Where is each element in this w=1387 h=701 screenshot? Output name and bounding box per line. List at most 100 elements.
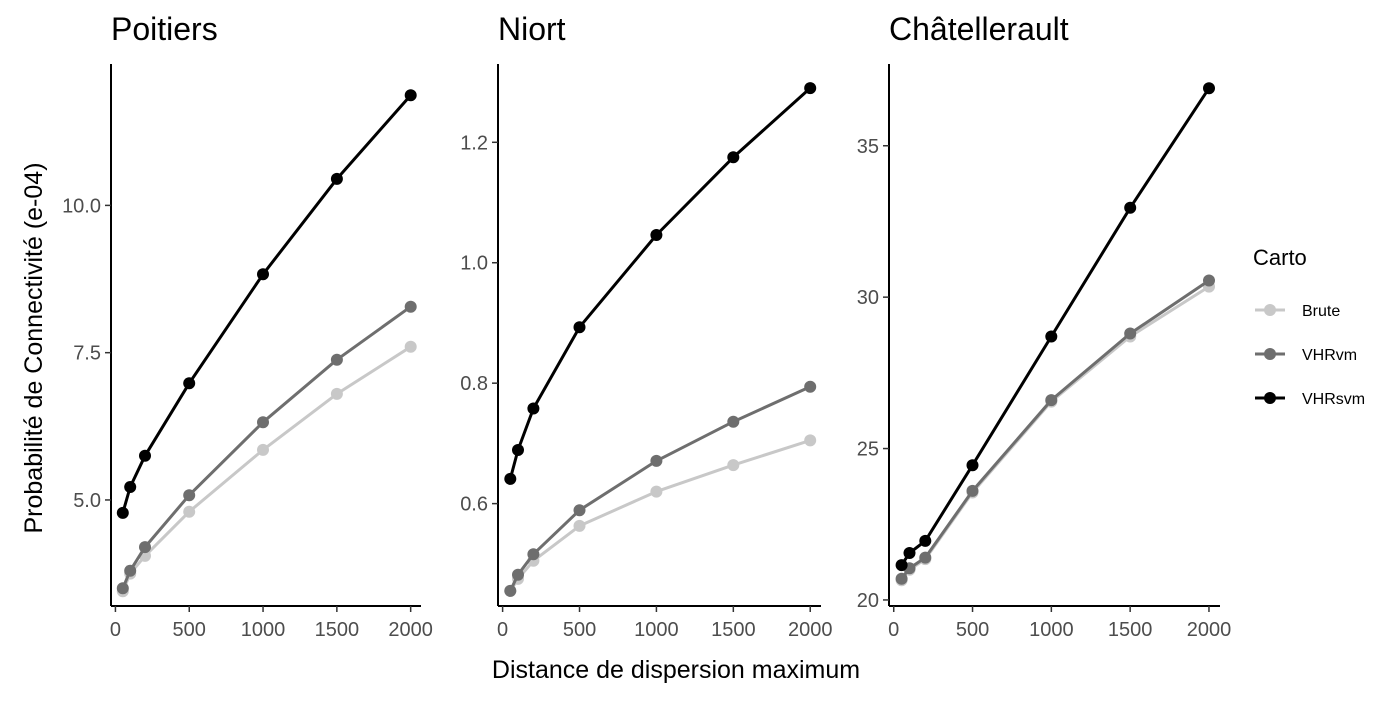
data-point bbox=[330, 172, 343, 185]
legend-item-brute: Brute bbox=[1255, 303, 1340, 320]
y-tick-label: 10.0 bbox=[62, 195, 101, 217]
data-point bbox=[183, 489, 196, 502]
data-point bbox=[257, 416, 269, 429]
x-tick-label: 0 bbox=[888, 619, 899, 641]
data-point bbox=[116, 506, 129, 519]
data-point bbox=[139, 449, 151, 462]
data-point bbox=[124, 481, 137, 493]
y-tick-label: 20 bbox=[857, 590, 879, 612]
data-point bbox=[404, 300, 417, 313]
series-vhrvm bbox=[504, 380, 817, 597]
data-point bbox=[573, 321, 586, 334]
data-point bbox=[504, 584, 517, 597]
x-axis-title: Distance de dispersion maximum bbox=[492, 656, 860, 684]
x-tick-label: 1500 bbox=[1108, 619, 1153, 641]
data-point bbox=[1203, 82, 1215, 95]
data-point bbox=[650, 229, 663, 241]
data-point bbox=[919, 551, 932, 564]
data-point bbox=[919, 534, 932, 547]
data-point bbox=[404, 340, 417, 353]
panel-title: Niort bbox=[498, 11, 566, 47]
series-vhrvm bbox=[116, 300, 417, 595]
x-tick-label: 500 bbox=[956, 619, 989, 641]
data-point bbox=[966, 484, 979, 497]
legend: Carto Brute VHRvm VHRsvm bbox=[1253, 245, 1365, 408]
x-tick-label: 1500 bbox=[315, 619, 360, 641]
data-point bbox=[804, 82, 817, 95]
series-line bbox=[121, 345, 412, 592]
x-tick-label: 0 bbox=[110, 619, 121, 641]
data-point bbox=[512, 568, 524, 581]
series-vhrsvm bbox=[504, 82, 817, 485]
data-point bbox=[116, 582, 129, 595]
x-tick-label: 2000 bbox=[788, 619, 833, 641]
x-tick-label: 1500 bbox=[711, 619, 756, 641]
data-point bbox=[1203, 274, 1215, 287]
x-tick-label: 2000 bbox=[388, 619, 433, 641]
data-point bbox=[727, 459, 740, 472]
series-vhrvm bbox=[895, 274, 1215, 585]
data-point bbox=[650, 485, 663, 498]
x-tick-label: 500 bbox=[563, 619, 596, 641]
y-tick-label: 5.0 bbox=[73, 490, 101, 512]
data-point bbox=[903, 547, 916, 559]
data-point bbox=[124, 564, 137, 577]
data-point bbox=[183, 377, 196, 390]
data-point bbox=[727, 151, 740, 164]
x-tick-label: 500 bbox=[173, 619, 206, 641]
legend-key-point bbox=[1264, 348, 1276, 360]
y-tick-label: 30 bbox=[857, 287, 879, 309]
data-point bbox=[650, 454, 663, 467]
series-vhrsvm bbox=[895, 82, 1215, 572]
data-point bbox=[1045, 330, 1058, 343]
panel-ch-tellerault: Châtellerault 20 25 30 35 0 500 1000 1500 2000 bbox=[857, 11, 1231, 641]
data-point bbox=[504, 472, 517, 485]
data-point bbox=[1124, 201, 1137, 214]
data-point bbox=[257, 268, 269, 281]
panel-title: Châtellerault bbox=[889, 11, 1069, 47]
data-point bbox=[330, 353, 343, 366]
data-point bbox=[895, 572, 908, 585]
series-brute bbox=[116, 340, 417, 598]
series-vhrsvm bbox=[116, 89, 417, 519]
data-point bbox=[527, 402, 540, 415]
series-line bbox=[508, 86, 812, 480]
y-tick-label: 0.8 bbox=[460, 373, 488, 395]
x-tick-label: 1000 bbox=[241, 619, 286, 641]
legend-item-vhrsvm: VHRsvm bbox=[1255, 391, 1365, 408]
data-point bbox=[404, 89, 417, 102]
series-line bbox=[900, 279, 1210, 580]
legend-label: Brute bbox=[1302, 303, 1340, 320]
data-point bbox=[804, 434, 817, 447]
legend-title: Carto bbox=[1253, 245, 1307, 270]
x-tick-label: 1000 bbox=[1029, 619, 1074, 641]
legend-label: VHRsvm bbox=[1302, 391, 1365, 408]
x-tick-label: 0 bbox=[497, 619, 508, 641]
series-brute bbox=[895, 280, 1215, 587]
panel-niort: Niort 0.6 0.8 1.0 1.2 0 500 1000 1500 2000 bbox=[460, 11, 832, 641]
data-point bbox=[257, 443, 269, 456]
x-tick-label: 1000 bbox=[634, 619, 679, 641]
data-point bbox=[573, 519, 586, 532]
data-point bbox=[895, 559, 908, 572]
data-point bbox=[1045, 394, 1058, 407]
x-tick-label: 2000 bbox=[1187, 619, 1232, 641]
y-axis-title: Probabilité de Connectivité (e-04) bbox=[20, 162, 48, 533]
data-point bbox=[330, 387, 343, 400]
legend-key-point bbox=[1264, 304, 1276, 316]
data-point bbox=[804, 380, 817, 393]
y-tick-label: 1.2 bbox=[460, 132, 488, 154]
data-point bbox=[512, 444, 524, 456]
data-point bbox=[139, 541, 151, 554]
data-point bbox=[573, 504, 586, 517]
legend-item-vhrvm: VHRvm bbox=[1255, 347, 1357, 364]
data-point bbox=[966, 459, 979, 472]
data-point bbox=[727, 415, 740, 428]
legend-label: VHRvm bbox=[1302, 347, 1357, 364]
y-tick-label: 7.5 bbox=[73, 343, 101, 365]
series-line bbox=[900, 87, 1211, 566]
panel-title: Poitiers bbox=[111, 11, 218, 47]
data-point bbox=[527, 548, 540, 561]
